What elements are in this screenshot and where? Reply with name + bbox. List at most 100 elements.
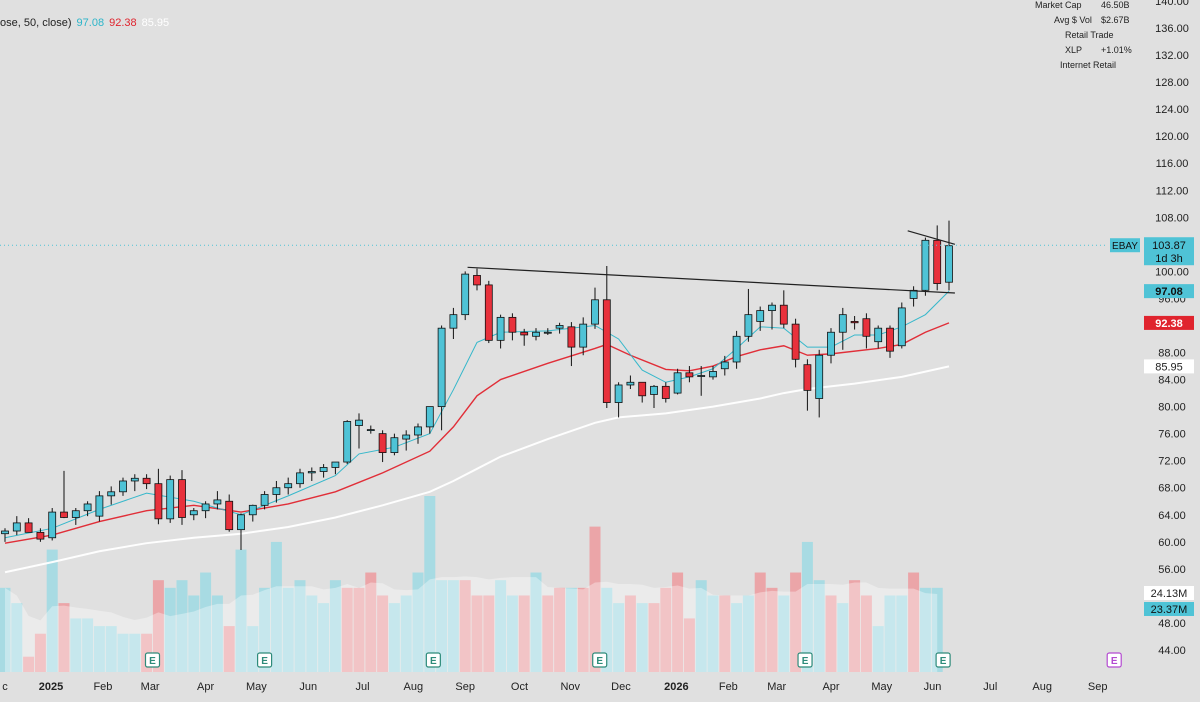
candle [732, 330, 741, 369]
candle [343, 420, 352, 465]
candle-body [189, 510, 198, 516]
candle-body [945, 245, 953, 283]
volume-ma-tag-bg [1144, 586, 1194, 600]
candle-body [319, 467, 328, 472]
volume-bar [719, 595, 731, 672]
candle [48, 508, 57, 541]
earnings-marker[interactable]: E [425, 652, 441, 668]
x-tick-label: Apr [197, 681, 214, 693]
volume-bar [884, 595, 896, 672]
volume-bar [731, 603, 743, 672]
candle-body [343, 421, 352, 463]
earnings-marker[interactable]: E [797, 652, 813, 668]
candle-body [827, 331, 835, 356]
volume-bar [365, 572, 377, 672]
volume-bar [223, 626, 235, 672]
candle [71, 508, 80, 525]
candle [661, 382, 670, 403]
volume-bar [424, 496, 436, 672]
candle [496, 314, 505, 349]
volume-bar [459, 580, 471, 672]
candle-body [484, 284, 493, 341]
market-cap-label: Market Cap [1035, 0, 1082, 10]
earnings-marker[interactable]: E [257, 652, 273, 668]
ticker-tag[interactable]: EBAY [1110, 238, 1140, 253]
candle-body [36, 531, 45, 540]
volume-bar [388, 603, 400, 672]
volume-bar [483, 595, 495, 672]
y-tick-label: 140.00 [1155, 0, 1189, 8]
x-tick-label: Mar [767, 681, 786, 693]
candle-body [756, 310, 765, 322]
candle [260, 491, 269, 510]
ema10-legend-value: 97.08 [76, 17, 105, 29]
candle [614, 382, 623, 418]
candle [142, 474, 151, 490]
volume-bar [577, 587, 589, 672]
trendline[interactable] [907, 230, 956, 245]
volume-tag-bg [1144, 602, 1194, 616]
candle [579, 317, 588, 356]
avg-vol-value: $2.67B [1101, 15, 1130, 25]
volume-bar [353, 587, 365, 672]
volume-bar [93, 626, 105, 672]
volume-bar [931, 587, 943, 672]
candle-body [83, 503, 92, 512]
ema20-price-tag: 92.38 [1144, 315, 1194, 330]
volume-bar [82, 618, 94, 672]
candle-body [626, 381, 635, 386]
volume-bar [648, 603, 660, 672]
candle-body [60, 511, 68, 518]
volume-bar [672, 572, 684, 672]
earnings-badge [425, 652, 441, 668]
ema50-price-tag: 85.95 [1144, 359, 1194, 374]
candle-body [532, 331, 540, 337]
candle [201, 501, 210, 519]
volume-bar [495, 580, 507, 672]
candle-body [744, 314, 753, 337]
earnings-marker[interactable]: E [1106, 652, 1122, 668]
y-tick-label: 44.00 [1158, 645, 1186, 657]
volume-bar [908, 572, 920, 672]
y-tick-label: 60.00 [1158, 537, 1186, 549]
x-tick-label: Nov [560, 681, 580, 693]
candle [24, 518, 33, 533]
candle [402, 430, 411, 451]
candle [602, 265, 611, 408]
volume-bar [117, 633, 129, 672]
earnings-marker[interactable]: E [935, 652, 951, 668]
y-tick-label: 56.00 [1158, 564, 1186, 576]
etf-change: +1.01% [1101, 45, 1132, 55]
earnings-label: E [149, 656, 156, 667]
candle-body [414, 426, 422, 436]
candle-body [390, 437, 399, 453]
volume-bar [695, 580, 707, 672]
candle-body [166, 479, 175, 520]
candle-body [284, 483, 293, 489]
candle [225, 494, 234, 532]
candle [897, 302, 906, 349]
trendline[interactable] [467, 266, 955, 294]
candle [520, 328, 529, 346]
x-tick-label: Aug [403, 681, 423, 693]
volume-bar [270, 541, 282, 672]
ema50-line [4, 365, 950, 574]
candle-body [178, 479, 186, 518]
candle [83, 501, 92, 517]
candle-body [555, 325, 564, 329]
volume-bar [683, 618, 695, 672]
volume-bar [813, 580, 825, 672]
earnings-marker[interactable]: E [144, 652, 161, 668]
candle-body [237, 514, 245, 531]
candle-body [378, 433, 387, 453]
volume-bar [872, 626, 884, 672]
candle-body [685, 372, 694, 378]
candle [791, 318, 800, 368]
y-tick-label: 68.00 [1158, 483, 1186, 495]
earnings-marker[interactable]: E [592, 652, 608, 668]
candle [709, 366, 717, 380]
candle-body [614, 384, 623, 403]
volume-bar [636, 603, 648, 672]
candle-body [449, 314, 458, 329]
